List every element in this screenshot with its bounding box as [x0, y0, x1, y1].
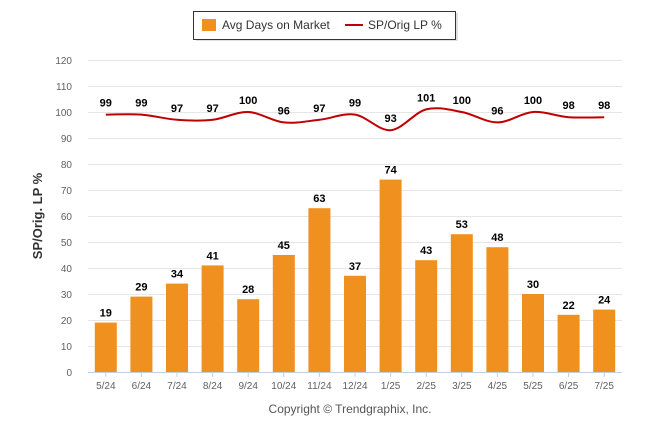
bar [486, 247, 509, 372]
bar-data-label: 41 [206, 250, 218, 262]
line-data-label: 99 [100, 98, 112, 110]
bar [94, 322, 117, 372]
x-tick-label: 4/25 [488, 381, 508, 392]
line-data-label: 100 [239, 95, 257, 107]
y-tick-label: 60 [61, 212, 73, 223]
x-tick-label: 8/24 [203, 381, 223, 392]
x-tick-label: 11/24 [307, 381, 332, 392]
bar [557, 314, 580, 372]
x-tick-label: 10/24 [271, 381, 296, 392]
y-tick-label: 100 [55, 108, 72, 119]
legend-box [193, 11, 456, 40]
bar-data-label: 48 [491, 232, 503, 244]
y-tick-label: 70 [61, 186, 73, 197]
x-tick-label: 2/25 [416, 381, 436, 392]
bar-data-labels: 19 29 34 41 28 45 63 37 74 43 53 48 30 22 24 [100, 165, 612, 320]
y-axis-title: SP/Orig. LP % [30, 172, 45, 259]
line-data-label: 96 [491, 105, 503, 117]
x-tick-label: 5/25 [523, 381, 543, 392]
y-tick-label: 40 [61, 264, 73, 275]
line-data-label: 97 [313, 103, 325, 115]
bar-data-label: 30 [527, 279, 539, 291]
x-tick-label: 6/24 [132, 381, 152, 392]
line-data-label: 101 [417, 92, 435, 104]
y-tick-label: 120 [55, 56, 72, 67]
bar-data-label: 53 [456, 219, 468, 231]
bar-data-label: 24 [598, 295, 611, 307]
bar-data-label: 37 [349, 261, 361, 273]
line-data-label: 98 [562, 100, 574, 112]
bar [522, 294, 544, 372]
line-data-label: 99 [349, 98, 361, 110]
bar-data-label: 74 [384, 165, 397, 177]
sp-orig-lp-line [105, 107, 605, 132]
x-tick-label: 6/25 [559, 381, 579, 392]
x-tick-label: 5/24 [96, 381, 116, 392]
bar-data-label: 29 [135, 282, 147, 294]
y-tick-label: 90 [61, 134, 73, 145]
y-tick-label: 50 [61, 238, 73, 249]
y-tick-label: 20 [61, 316, 73, 327]
copyright-credit: Copyright © Trendgraphix, Inc. [269, 402, 432, 416]
x-axis-ticks: 5/24 6/24 7/24 8/24 9/24 10/24 11/24 12/24 1/25 2… [96, 372, 614, 392]
bar [201, 265, 224, 372]
bar-data-label: 19 [100, 308, 112, 320]
bar [379, 179, 402, 372]
y-axis-ticks: 0 10 20 30 40 50 60 70 80 90 100 110 120 [55, 56, 72, 379]
legend: Avg Days on Market SP/Orig LP % [193, 11, 458, 41]
bar [166, 283, 188, 372]
legend-label-line: SP/Orig LP % [368, 18, 442, 32]
bar-data-label: 45 [278, 240, 290, 252]
legend-swatch-bar [202, 19, 216, 31]
y-tick-label: 110 [56, 82, 72, 93]
line-data-label: 100 [524, 95, 542, 107]
bar-data-label: 63 [313, 193, 325, 205]
line-data-label: 100 [453, 95, 471, 107]
y-tick-label: 0 [66, 368, 72, 379]
bar [415, 260, 438, 372]
bar [237, 299, 260, 372]
line-data-label: 97 [171, 103, 183, 115]
line-data-label: 96 [278, 105, 290, 117]
y-tick-label: 80 [61, 160, 73, 171]
y-tick-label: 30 [61, 290, 73, 301]
legend-label-bar: Avg Days on Market [222, 18, 330, 32]
x-tick-label: 12/24 [342, 381, 367, 392]
line-data-label: 93 [384, 113, 396, 125]
line-data-labels: 99 99 97 97 100 96 97 99 93 101 100 96 100 98 98 [100, 92, 611, 125]
bar [593, 309, 616, 372]
x-tick-label: 7/24 [167, 381, 187, 392]
bar [308, 208, 331, 372]
x-tick-label: 1/25 [381, 381, 401, 392]
line-data-label: 99 [135, 98, 147, 110]
x-tick-label: 9/24 [238, 381, 258, 392]
line-data-label: 98 [598, 100, 610, 112]
bar [344, 275, 366, 372]
bar-data-label: 34 [171, 269, 184, 281]
y-tick-label: 10 [61, 342, 73, 353]
bar [450, 234, 473, 372]
x-tick-label: 7/25 [594, 381, 614, 392]
bar-data-label: 28 [242, 284, 254, 296]
line-data-label: 97 [206, 103, 218, 115]
x-tick-label: 3/25 [452, 381, 472, 392]
bar [272, 255, 295, 372]
bars [94, 179, 616, 372]
bar-data-label: 22 [562, 300, 574, 312]
bar-data-label: 43 [420, 245, 432, 257]
bar [130, 296, 153, 372]
